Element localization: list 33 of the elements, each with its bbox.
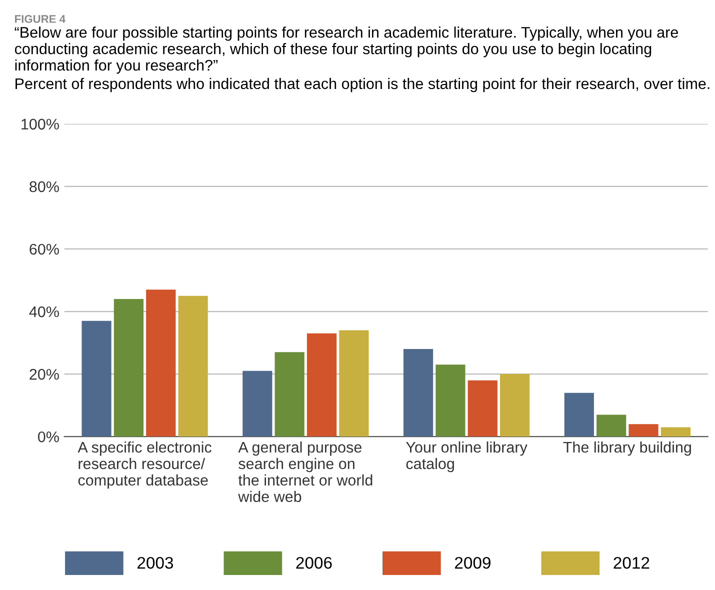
bar xyxy=(468,380,498,437)
chart-title: “Below are four possible starting points for research in academic literature. Typically, when you are conducting academic research, which of these four starting points do you use to begin locating information for you research?” xyxy=(14,26,678,74)
legend-label: 2012 xyxy=(614,556,650,569)
bar xyxy=(500,374,530,437)
bar xyxy=(178,296,208,437)
legend-label: 2009 xyxy=(455,556,490,569)
legend-label: 2006 xyxy=(296,556,332,569)
bar xyxy=(436,364,466,437)
bar xyxy=(274,352,304,437)
bar xyxy=(242,370,272,437)
y-tick-label: 0% xyxy=(38,431,59,442)
bar xyxy=(146,290,176,437)
chart-subtitle: Percent of respondents who indicated that each option is the starting point for their research, over time. xyxy=(16,78,710,92)
legend-label: 2003 xyxy=(138,556,174,569)
y-tick-label: 80% xyxy=(30,181,59,192)
y-tick-label: 60% xyxy=(30,244,59,255)
y-tick-label: 100% xyxy=(22,118,59,130)
caption: FIGURE 4 xyxy=(15,15,66,23)
bar xyxy=(564,392,594,437)
bar xyxy=(628,424,658,437)
bar xyxy=(339,330,369,437)
x-tick-label: Your online library catalog xyxy=(406,441,528,472)
bar xyxy=(82,320,112,437)
bar xyxy=(403,349,434,437)
y-tick-label: 40% xyxy=(29,306,59,318)
x-tick-label: A specific electronic research resource/ computer database xyxy=(78,441,212,489)
y-tick-label: 20% xyxy=(30,368,59,380)
bar xyxy=(114,299,144,437)
bar xyxy=(660,427,690,437)
x-tick-label: The library building xyxy=(563,441,691,456)
bar xyxy=(596,414,626,437)
bar xyxy=(306,333,337,437)
x-tick-label: A general purpose search engine on the internet or world wide web xyxy=(238,441,372,502)
